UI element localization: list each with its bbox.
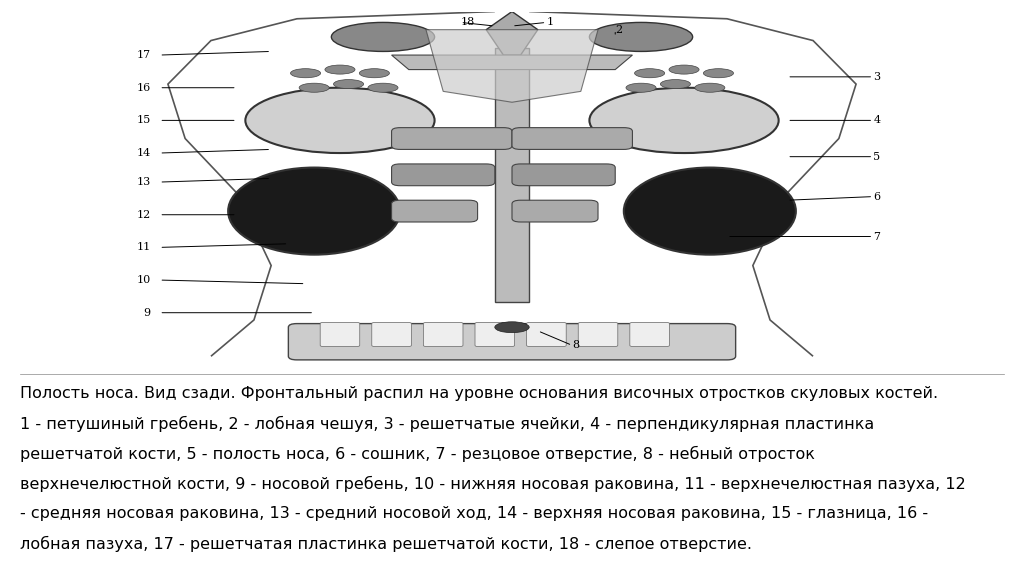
Text: 4: 4 [873, 115, 881, 126]
Ellipse shape [228, 168, 400, 255]
Ellipse shape [590, 22, 692, 51]
Text: 1 - петушиный гребень, 2 - лобная чешуя, 3 - решетчатые ячейки, 4 - перпендикуля: 1 - петушиный гребень, 2 - лобная чешуя,… [20, 416, 874, 432]
FancyBboxPatch shape [321, 323, 359, 346]
Polygon shape [486, 12, 538, 55]
Text: 16: 16 [136, 83, 151, 93]
Text: 3: 3 [873, 72, 881, 82]
FancyBboxPatch shape [512, 128, 633, 149]
Ellipse shape [368, 83, 398, 92]
Polygon shape [495, 48, 529, 302]
FancyBboxPatch shape [423, 323, 463, 346]
Text: Полость носа. Вид сзади. Фронтальный распил на уровне основания височных отростк: Полость носа. Вид сзади. Фронтальный рас… [20, 386, 939, 401]
Text: 17: 17 [136, 50, 151, 60]
Ellipse shape [694, 83, 725, 92]
Polygon shape [426, 29, 598, 103]
Ellipse shape [332, 22, 434, 51]
Text: 2: 2 [615, 25, 623, 35]
Ellipse shape [325, 65, 355, 74]
Ellipse shape [359, 69, 389, 78]
Text: лобная пазуха, 17 - решетчатая пластинка решетчатой кости, 18 - слепое отверстие: лобная пазуха, 17 - решетчатая пластинка… [20, 536, 753, 552]
Text: 11: 11 [136, 242, 151, 252]
Text: - средняя носовая раковина, 13 - средний носовой ход, 14 - верхняя носовая раков: - средняя носовая раковина, 13 - средний… [20, 506, 929, 521]
Text: 5: 5 [873, 151, 881, 162]
FancyBboxPatch shape [526, 323, 566, 346]
Ellipse shape [590, 88, 778, 153]
Ellipse shape [334, 79, 364, 89]
FancyBboxPatch shape [391, 128, 512, 149]
Text: 15: 15 [136, 115, 151, 126]
Text: 14: 14 [136, 148, 151, 158]
Ellipse shape [703, 69, 733, 78]
FancyBboxPatch shape [579, 323, 617, 346]
Ellipse shape [660, 79, 690, 89]
Text: 6: 6 [873, 192, 881, 202]
Ellipse shape [291, 69, 321, 78]
Ellipse shape [669, 65, 699, 74]
Text: верхнечелюстной кости, 9 - носовой гребень, 10 - нижняя носовая раковина, 11 - в: верхнечелюстной кости, 9 - носовой гребе… [20, 476, 967, 492]
Text: 12: 12 [136, 210, 151, 219]
Text: 9: 9 [143, 308, 151, 318]
Ellipse shape [624, 168, 796, 255]
FancyBboxPatch shape [372, 323, 412, 346]
Ellipse shape [246, 88, 434, 153]
FancyBboxPatch shape [512, 164, 615, 185]
Ellipse shape [635, 69, 665, 78]
Polygon shape [391, 55, 633, 70]
Text: 8: 8 [572, 340, 580, 350]
Ellipse shape [626, 83, 656, 92]
FancyBboxPatch shape [475, 323, 515, 346]
FancyBboxPatch shape [391, 164, 495, 185]
Text: 10: 10 [136, 275, 151, 285]
Ellipse shape [299, 83, 329, 92]
Text: 18: 18 [461, 17, 475, 28]
Text: решетчатой кости, 5 - полость носа, 6 - сошник, 7 - резцовое отверстие, 8 - небн: решетчатой кости, 5 - полость носа, 6 - … [20, 446, 815, 462]
Ellipse shape [495, 322, 529, 333]
Text: 13: 13 [136, 177, 151, 187]
Text: 1: 1 [547, 17, 554, 28]
FancyBboxPatch shape [630, 323, 670, 346]
FancyBboxPatch shape [391, 200, 477, 222]
FancyBboxPatch shape [512, 200, 598, 222]
Text: 7: 7 [873, 232, 881, 241]
FancyBboxPatch shape [289, 324, 735, 360]
